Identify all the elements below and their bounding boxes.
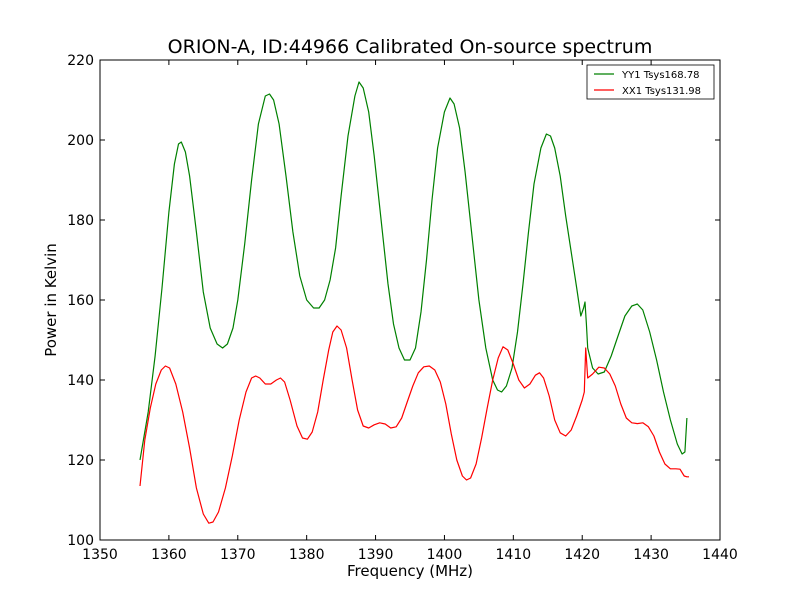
legend-label-yy1: YY1 Tsys168.78: [621, 70, 700, 81]
x-tick-label: 1360: [151, 547, 187, 563]
legend-label-xx1: XX1 Tsys131.98: [622, 86, 701, 97]
series-layer: [139, 81, 689, 524]
x-axis-label: Frequency (MHz): [347, 562, 473, 580]
y-axis-label: Power in Kelvin: [42, 243, 60, 357]
series-line-xx1: [139, 325, 689, 524]
legend-box: [586, 64, 715, 100]
chart-title: ORION-A, ID:44966 Calibrated On-source s…: [168, 36, 653, 58]
y-tick-label: 200: [67, 133, 94, 149]
y-tick-label: 180: [67, 213, 94, 229]
y-axis: 100 120 140 160 180 200 220: [67, 53, 720, 549]
x-tick-label: 1440: [702, 547, 738, 563]
x-tick-label: 1370: [220, 547, 256, 563]
series-line-yy1: [139, 81, 688, 461]
y-tick-label: 160: [67, 293, 94, 309]
legend: YY1 Tsys168.78 XX1 Tsys131.98: [586, 64, 715, 100]
y-tick-label: 220: [67, 53, 94, 69]
x-tick-label: 1420: [564, 547, 600, 563]
y-tick-label: 100: [67, 533, 94, 549]
y-tick-label: 140: [67, 373, 94, 389]
x-tick-label: 1410: [496, 547, 532, 563]
y-tick-label: 120: [67, 453, 94, 469]
x-tick-label: 1380: [289, 547, 325, 563]
x-tick-label: 1390: [358, 547, 394, 563]
plot-frame: [99, 59, 721, 541]
plot-area: [100, 60, 720, 540]
x-axis: 1350 1360 1370 1380 1390 1400 1410 1420 1430 1440: [82, 60, 738, 563]
x-tick-label: 1400: [427, 547, 463, 563]
x-tick-label: 1430: [633, 547, 669, 563]
x-tick-label: 1350: [82, 547, 118, 563]
